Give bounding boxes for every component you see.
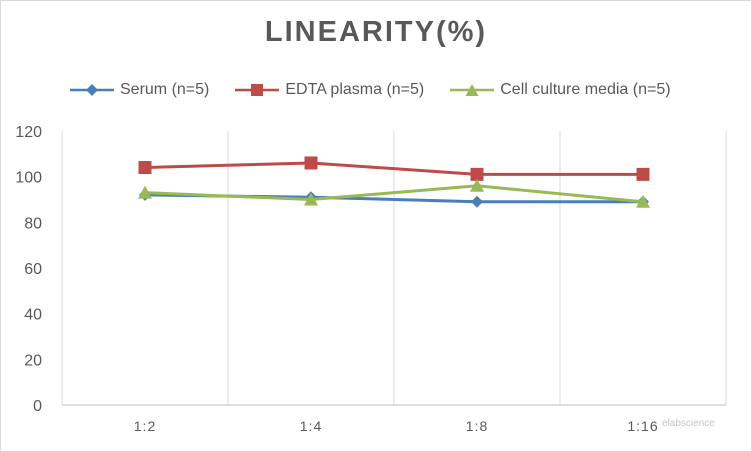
data-point-triangle — [470, 178, 484, 192]
data-point-diamond — [471, 195, 483, 208]
y-tick-label: 20 — [24, 352, 42, 369]
triangle-marker-icon — [450, 84, 495, 96]
square-marker-icon — [235, 84, 280, 96]
data-point-square — [636, 167, 650, 181]
x-tick-label: 1:16 — [627, 418, 658, 434]
data-point-square — [304, 156, 318, 170]
x-tick-label: 1:4 — [300, 418, 322, 434]
y-tick-label: 120 — [15, 124, 42, 141]
watermark: elabscience — [662, 418, 715, 429]
data-point-triangle — [304, 192, 318, 206]
x-tick-label: 1:8 — [466, 418, 488, 434]
legend-item-edta-plasma: EDTA plasma (n=5) — [235, 81, 424, 99]
legend-item-serum: Serum (n=5) — [70, 81, 209, 99]
diamond-marker-icon — [70, 84, 114, 96]
data-point-square — [138, 161, 152, 175]
series-line-1 — [144, 161, 643, 176]
data-point-triangle — [138, 185, 152, 199]
data-point-triangle — [636, 194, 650, 208]
series-line-2 — [144, 184, 644, 204]
legend-label-edta-plasma: EDTA plasma (n=5) — [285, 81, 425, 98]
legend-item-cell-culture-media: Cell culture media (n=5) — [450, 81, 671, 99]
y-tick-label: 60 — [24, 261, 42, 278]
data-point-square — [470, 167, 484, 181]
legend-label-cell-culture-media: Cell culture media (n=5) — [500, 81, 671, 98]
legend-label-serum: Serum (n=5) — [120, 81, 210, 98]
chart-legend: Serum (n=5) EDTA plasma (n=5) Cell cultu… — [70, 79, 697, 101]
y-tick-label: 0 — [33, 398, 42, 415]
chart-title: LINEARITY(%) — [264, 16, 488, 48]
y-tick-label: 100 — [15, 170, 42, 187]
y-tick-label: 80 — [24, 215, 42, 232]
y-tick-label: 40 — [24, 307, 42, 324]
x-tick-label: 1:2 — [134, 418, 156, 434]
